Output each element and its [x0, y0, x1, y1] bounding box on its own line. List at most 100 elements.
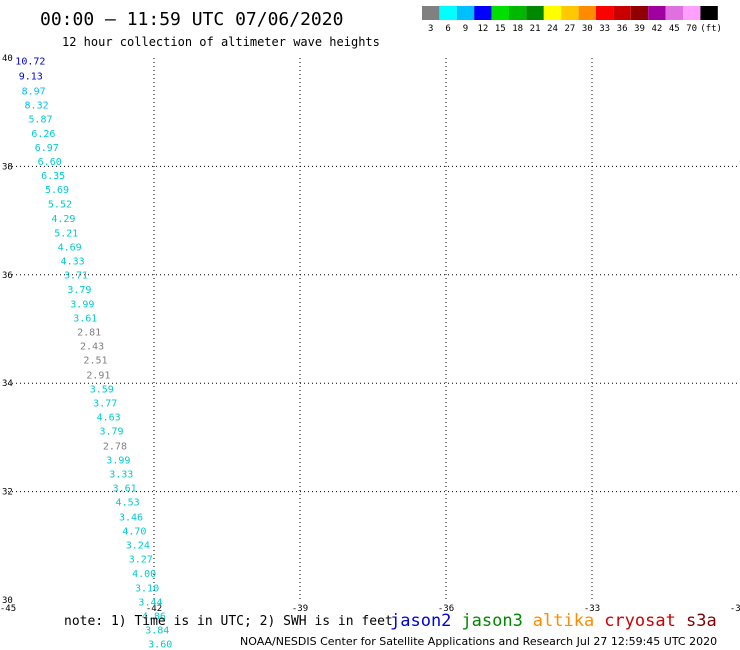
colorbar-swatch: [578, 6, 596, 20]
colorbar-label: 18: [512, 24, 523, 34]
y-tick-label: 32: [2, 488, 13, 498]
swh-value: 3.61: [73, 313, 97, 324]
colorbar-swatch: [613, 6, 631, 20]
legend-s3a: s3a: [686, 611, 717, 631]
chart-subtitle: 12 hour collection of altimeter wave hei…: [62, 35, 380, 49]
colorbar-swatch: [491, 6, 509, 20]
swh-value: 4.00: [132, 569, 156, 580]
swh-value: 10.72: [15, 57, 45, 68]
swh-value: 6.60: [38, 157, 62, 168]
axes: -45 -42 -39 -36 -33 -30 30 32 34 36 38 40: [0, 54, 740, 614]
swh-value: 4.63: [97, 413, 121, 424]
swh-value: 4.53: [116, 498, 140, 509]
swh-value: 4.70: [122, 526, 146, 537]
colorbar-label: 12: [477, 24, 488, 34]
colorbar-label: 6: [445, 24, 450, 34]
colorbar-swatch: [439, 6, 457, 20]
swh-value: 3.59: [90, 384, 114, 395]
swh-value: 9.13: [19, 72, 43, 83]
colorbar-label: 36: [617, 24, 628, 34]
legend-jason2: jason2: [390, 611, 451, 631]
swh-value: 8.97: [22, 86, 46, 97]
colorbar-label: 3: [428, 24, 433, 34]
y-tick-label: 36: [2, 271, 13, 281]
chart-title: 00:00 – 11:59 UTC 07/06/2020: [40, 9, 343, 30]
swh-value: 3.46: [119, 512, 143, 523]
colorbar-label: 30: [582, 24, 593, 34]
colorbar-swatch: [456, 6, 475, 20]
x-tick-label: -42: [146, 604, 162, 614]
colorbar-label: 33: [599, 24, 610, 34]
legend-cryosat: cryosat: [604, 611, 676, 631]
swh-value: 6.97: [35, 143, 59, 154]
colorbar-swatch: [561, 6, 579, 20]
y-tick-label: 30: [2, 596, 13, 606]
swh-value: 5.21: [54, 228, 78, 239]
colorbar-swatch: [526, 6, 544, 20]
swh-value: 2.51: [83, 356, 107, 367]
x-tick-label: -36: [438, 604, 454, 614]
swh-value: 3.71: [64, 271, 88, 282]
colorbar-label: (ft): [700, 24, 722, 34]
y-tick-label: 38: [2, 162, 13, 172]
colorbar-label: 21: [530, 24, 541, 34]
swh-value: 3.99: [106, 455, 130, 466]
colorbar-swatch: [596, 6, 614, 20]
x-tick-label: -30: [730, 604, 740, 614]
legend-altika: altika: [533, 611, 594, 631]
colorbar: 3 6 9 12 15 18 21 24 27 30 33 36 39 42 45 70 (ft): [422, 6, 722, 34]
swh-value: 2.91: [86, 370, 110, 381]
swh-value: 3.24: [126, 541, 150, 552]
colorbar-label: 9: [463, 24, 468, 34]
plot-area: [8, 58, 738, 600]
swh-value: 3.33: [109, 470, 133, 481]
footer-credit: NOAA/NESDIS Center for Satellite Applica…: [240, 635, 717, 648]
swh-value: 5.52: [48, 200, 72, 211]
footer-note: note: 1) Time is in UTC; 2) SWH is in fe…: [64, 614, 393, 629]
swh-value: 4.33: [61, 257, 85, 268]
swh-value: 3.79: [67, 285, 91, 296]
colorbar-label: 45: [669, 24, 680, 34]
swh-value: 3.61: [113, 484, 137, 495]
data-marks: 10.72 9.13 8.97 8.32 5.87 6.26 6.97 6.60 6.35 5.6…: [15, 57, 172, 650]
swh-value: 3.99: [70, 299, 94, 310]
swh-value: 3.60: [148, 640, 172, 650]
swh-value: 4.69: [58, 242, 82, 253]
colorbar-label: 42: [651, 24, 662, 34]
swh-value: 4.29: [51, 214, 75, 225]
x-tick-label: -33: [584, 604, 600, 614]
swh-value: 4.86: [142, 612, 166, 623]
swh-value: 5.69: [45, 185, 69, 196]
swh-value: 5.87: [28, 114, 52, 125]
swh-value: 3.10: [135, 583, 159, 594]
swh-value: 3.44: [138, 597, 162, 608]
swh-value: 2.81: [77, 328, 101, 339]
colorbar-label: 27: [564, 24, 575, 34]
colorbar-label: 39: [634, 24, 645, 34]
colorbar-label: 70: [686, 24, 697, 34]
colorbar-swatch: [648, 6, 666, 20]
colorbar-swatch: [665, 6, 683, 20]
colorbar-swatch: [700, 6, 718, 20]
swh-value: 8.32: [25, 100, 49, 111]
colorbar-swatch: [509, 6, 527, 20]
colorbar-swatch: [474, 6, 492, 20]
legend-jason3: jason3: [461, 611, 522, 631]
colorbar-swatch: [543, 6, 562, 20]
colorbar-swatch: [630, 6, 649, 20]
swh-value: 3.84: [145, 626, 169, 637]
swh-value: 3.77: [93, 399, 117, 410]
colorbar-label: 15: [495, 24, 506, 34]
swh-value: 2.43: [80, 342, 104, 353]
x-tick-label: -45: [0, 604, 16, 614]
y-tick-label: 34: [2, 379, 13, 389]
satellite-legend: jason2 jason3 altika cryosat s3a: [390, 611, 717, 631]
y-tick-label: 40: [2, 54, 13, 64]
swh-value: 3.79: [99, 427, 123, 438]
swh-value: 3.27: [129, 555, 153, 566]
swh-value: 6.35: [41, 171, 65, 182]
colorbar-swatch: [683, 6, 701, 20]
swh-value: 6.26: [31, 129, 55, 140]
colorbar-label: 24: [547, 24, 558, 34]
